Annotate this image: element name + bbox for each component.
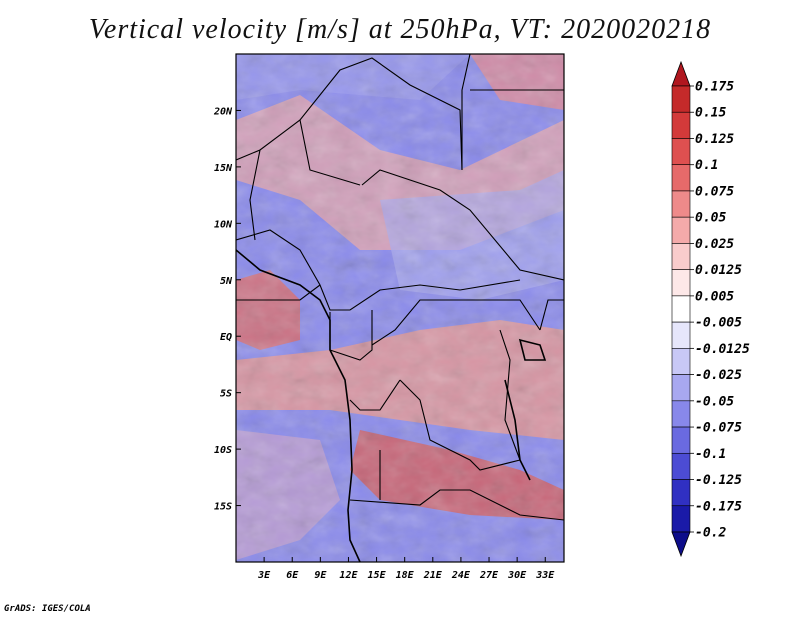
border-gulf-guinea — [236, 284, 321, 301]
colorbar-swatch — [671, 243, 691, 270]
colorbar-label: 0.025 — [695, 237, 734, 252]
y-tick-label: EQ — [220, 332, 232, 343]
colorbar-label: -0.125 — [695, 473, 742, 488]
border-uganda-kenya — [539, 299, 564, 331]
field-texture — [236, 54, 564, 562]
border-niger-chad — [299, 119, 361, 186]
border-drc-north — [371, 299, 541, 346]
colorbar-swatch — [671, 190, 691, 218]
lake-victoria — [518, 338, 547, 361]
x-tick-label: 12E — [339, 570, 358, 581]
border-niger-nigeria — [249, 149, 261, 241]
x-tick-label: 18E — [396, 570, 415, 581]
colorbar-label: -0.175 — [695, 499, 742, 514]
border-libya-egypt — [461, 54, 471, 170]
colorbar-swatch — [671, 505, 691, 533]
colorbar-label: -0.075 — [695, 421, 742, 436]
colorbar-label: 0.075 — [695, 184, 734, 199]
x-tick-label: 3E — [257, 570, 271, 581]
colorbar-swatch — [671, 452, 691, 480]
border-sahel-north — [236, 57, 463, 171]
border-drc-south — [399, 379, 521, 471]
plot-frame — [235, 53, 565, 563]
colorbar-label: -0.2 — [695, 526, 726, 541]
colorbar-swatch — [671, 348, 691, 375]
chart-title: Vertical velocity [m/s] at 250hPa, VT: 2… — [88, 14, 712, 45]
border-chad-sudan — [361, 169, 564, 281]
colorbar-label: -0.005 — [695, 316, 742, 331]
colorbar-label: 0.1 — [695, 158, 718, 173]
colorbar-label: -0.025 — [695, 368, 742, 383]
y-tick-label: 5S — [220, 389, 232, 400]
lake-tanganyika — [504, 379, 531, 481]
x-tick-label: 24E — [451, 570, 471, 581]
colorbar-swatch — [671, 374, 691, 402]
colorbar-label: 0.0125 — [695, 263, 742, 278]
colorbar-swatch — [671, 269, 691, 297]
x-tick-label: 9E — [314, 570, 327, 581]
border-angola-namibia — [349, 489, 564, 521]
colorbar-swatch — [671, 216, 691, 244]
colorbar-swatch — [671, 479, 691, 507]
y-tick-label: 10N — [214, 219, 233, 230]
colorbar-swatch — [671, 111, 691, 139]
coastline-west — [236, 249, 361, 562]
y-tick-label: 15S — [214, 502, 232, 513]
colorbar-swatch — [671, 85, 691, 113]
y-tick-label: 5N — [220, 276, 233, 287]
colorbar-swatch — [671, 295, 691, 323]
velocity-field — [236, 54, 564, 562]
colorbar-label: 0.15 — [695, 106, 726, 121]
x-tick-label: 27E — [479, 570, 499, 581]
coastline — [236, 249, 547, 562]
y-axis: 20N 15N 10N 5N EQ 5S 10S 15S — [213, 106, 241, 513]
colorbar-swatch — [671, 164, 691, 192]
colorbar-min-triangle — [671, 531, 691, 558]
colorbar: 0.175 0.15 0.125 0.1 0.075 0.05 0.025 0.0125 0.0… — [671, 60, 750, 558]
colorbar-label: -0.0125 — [695, 342, 750, 357]
colorbar-label: 0.175 — [695, 80, 734, 95]
x-tick-label: 15E — [368, 570, 387, 581]
x-tick-label: 21E — [423, 570, 443, 581]
footer-credit: GrADS: IGES/COLA — [4, 604, 91, 614]
colorbar-label: 0.125 — [695, 132, 734, 147]
colorbar-swatch — [671, 138, 691, 166]
x-tick-label: 33E — [535, 570, 555, 581]
x-axis: 3E 6E 9E 12E 15E 18E 21E 24E 27E 30E 33E — [257, 557, 555, 581]
y-tick-label: 15N — [214, 163, 233, 174]
y-tick-label: 20N — [213, 106, 233, 117]
colorbar-swatch — [671, 400, 691, 428]
colorbar-swatch — [671, 321, 691, 349]
x-tick-label: 30E — [507, 570, 527, 581]
colorbar-label: -0.05 — [695, 394, 734, 409]
colorbar-max-triangle — [671, 60, 691, 87]
colorbar-label: 0.05 — [695, 211, 726, 226]
colorbar-swatch — [671, 426, 691, 454]
colorbar-label: -0.1 — [695, 447, 726, 462]
border-nigeria-car — [236, 229, 521, 311]
colorbar-label: 0.005 — [695, 289, 734, 304]
y-tick-label: 10S — [214, 445, 232, 456]
border-angola-north — [349, 379, 401, 411]
x-tick-label: 6E — [286, 570, 299, 581]
